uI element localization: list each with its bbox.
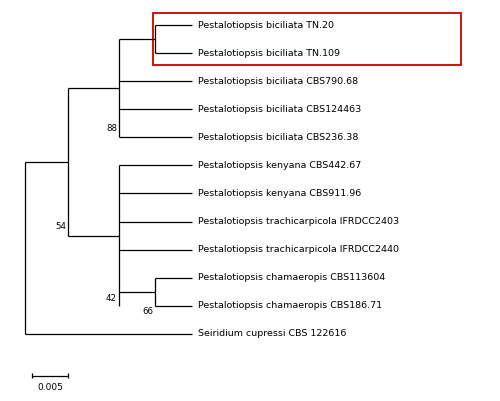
Text: Pestalotiopsis biciliata TN.109: Pestalotiopsis biciliata TN.109	[198, 49, 340, 58]
Text: Pestalotiopsis biciliata TN.20: Pestalotiopsis biciliata TN.20	[198, 21, 334, 30]
Text: Pestalotiopsis biciliata CBS236.38: Pestalotiopsis biciliata CBS236.38	[198, 133, 358, 142]
Text: Pestalotiopsis kenyana CBS911.96: Pestalotiopsis kenyana CBS911.96	[198, 189, 361, 198]
Bar	[154, 14, 461, 65]
Text: Pestalotiopsis biciliata CBS124463: Pestalotiopsis biciliata CBS124463	[198, 105, 361, 114]
Text: Pestalotiopsis trachicarpicola IFRDCC2403: Pestalotiopsis trachicarpicola IFRDCC240…	[198, 217, 399, 226]
Text: Pestalotiopsis trachicarpicola IFRDCC2440: Pestalotiopsis trachicarpicola IFRDCC244…	[198, 245, 398, 254]
Text: Pestalotiopsis biciliata CBS790.68: Pestalotiopsis biciliata CBS790.68	[198, 77, 358, 86]
Text: 88: 88	[106, 124, 117, 133]
Text: Pestalotiopsis chamaeropis CBS113604: Pestalotiopsis chamaeropis CBS113604	[198, 273, 385, 282]
Text: 54: 54	[55, 222, 66, 231]
Text: Pestalotiopsis chamaeropis CBS186.71: Pestalotiopsis chamaeropis CBS186.71	[198, 301, 382, 310]
Text: Seiridium cupressi CBS 122616: Seiridium cupressi CBS 122616	[198, 329, 346, 338]
Text: 0.005: 0.005	[37, 383, 63, 392]
Text: 42: 42	[106, 294, 117, 303]
Text: Pestalotiopsis kenyana CBS442.67: Pestalotiopsis kenyana CBS442.67	[198, 161, 361, 170]
Text: 66: 66	[142, 307, 154, 316]
